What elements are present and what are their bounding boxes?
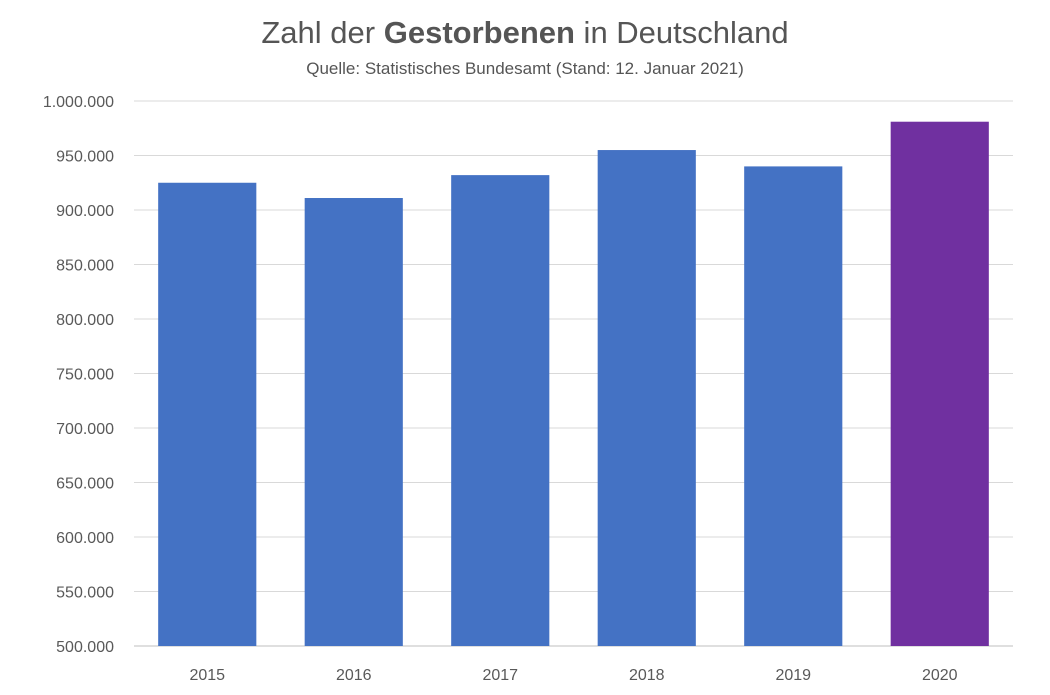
x-tick-label: 2019 [775,667,811,684]
chart-title: Zahl der Gestorbenen in Deutschland [0,14,1050,52]
x-tick-label: 2017 [482,667,518,684]
chart-title-part-2: Gestorbenen [383,15,575,50]
bar-2019 [744,166,843,646]
chart-title-part-1: Zahl der [261,15,384,50]
y-tick-label: 500.000 [56,639,114,656]
chart-subtitle: Quelle: Statistisches Bundesamt (Stand: … [306,59,744,78]
y-tick-label: 850.000 [56,258,114,275]
y-tick-label: 750.000 [56,367,114,384]
x-tick-label: 2016 [336,667,372,684]
bar-2016 [304,198,403,646]
y-tick-label: 550.000 [56,585,114,602]
x-tick-label: 2015 [189,667,225,684]
chart-title-part-3: in Deutschland [574,15,789,50]
x-tick-label: 2020 [922,667,958,684]
y-tick-label: 950.000 [56,149,114,166]
y-tick-label: 900.000 [56,203,114,220]
bar-2018 [597,150,696,647]
y-tick-label: 800.000 [56,312,114,329]
bar-2017 [451,175,550,646]
y-tick-label: 700.000 [56,421,114,438]
y-tick-label: 650.000 [56,476,114,493]
y-tick-label: 600.000 [56,530,114,547]
x-tick-label: 2018 [629,667,665,684]
bar-2015 [158,182,257,646]
y-tick-label: 1.000.000 [43,94,114,111]
bar-2020 [890,121,989,646]
